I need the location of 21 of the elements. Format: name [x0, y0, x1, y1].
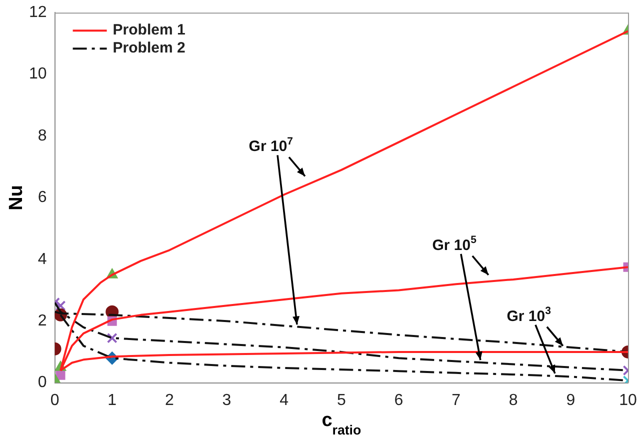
y-tick-label: 6	[38, 189, 47, 206]
y-tick-label: 8	[38, 127, 47, 144]
y-tick-label: 4	[38, 250, 47, 268]
legend-label: Problem 2	[112, 40, 186, 57]
x-tick-label: 1	[108, 392, 117, 409]
x-tick-label: 6	[394, 392, 404, 409]
x-tick-label: 3	[222, 392, 232, 409]
x-tick-label: 4	[280, 392, 289, 409]
x-tick-label: 0	[50, 392, 60, 409]
y-tick-label: 0	[38, 374, 47, 392]
x-tick-label: 5	[336, 392, 346, 409]
y-tick-label: 2	[38, 312, 47, 330]
y-tick-label: 10	[29, 66, 47, 83]
x-tick-label: 8	[508, 392, 518, 409]
x-tick-label: 10	[619, 392, 637, 409]
x-tick-label: 2	[164, 392, 174, 409]
legend-label: Problem 1	[112, 22, 186, 39]
y-axis-title: Nu	[6, 185, 27, 210]
y-tick-label: 12	[29, 4, 47, 22]
x-tick-label: 9	[566, 392, 576, 409]
x-tick-label: 7	[452, 392, 461, 409]
